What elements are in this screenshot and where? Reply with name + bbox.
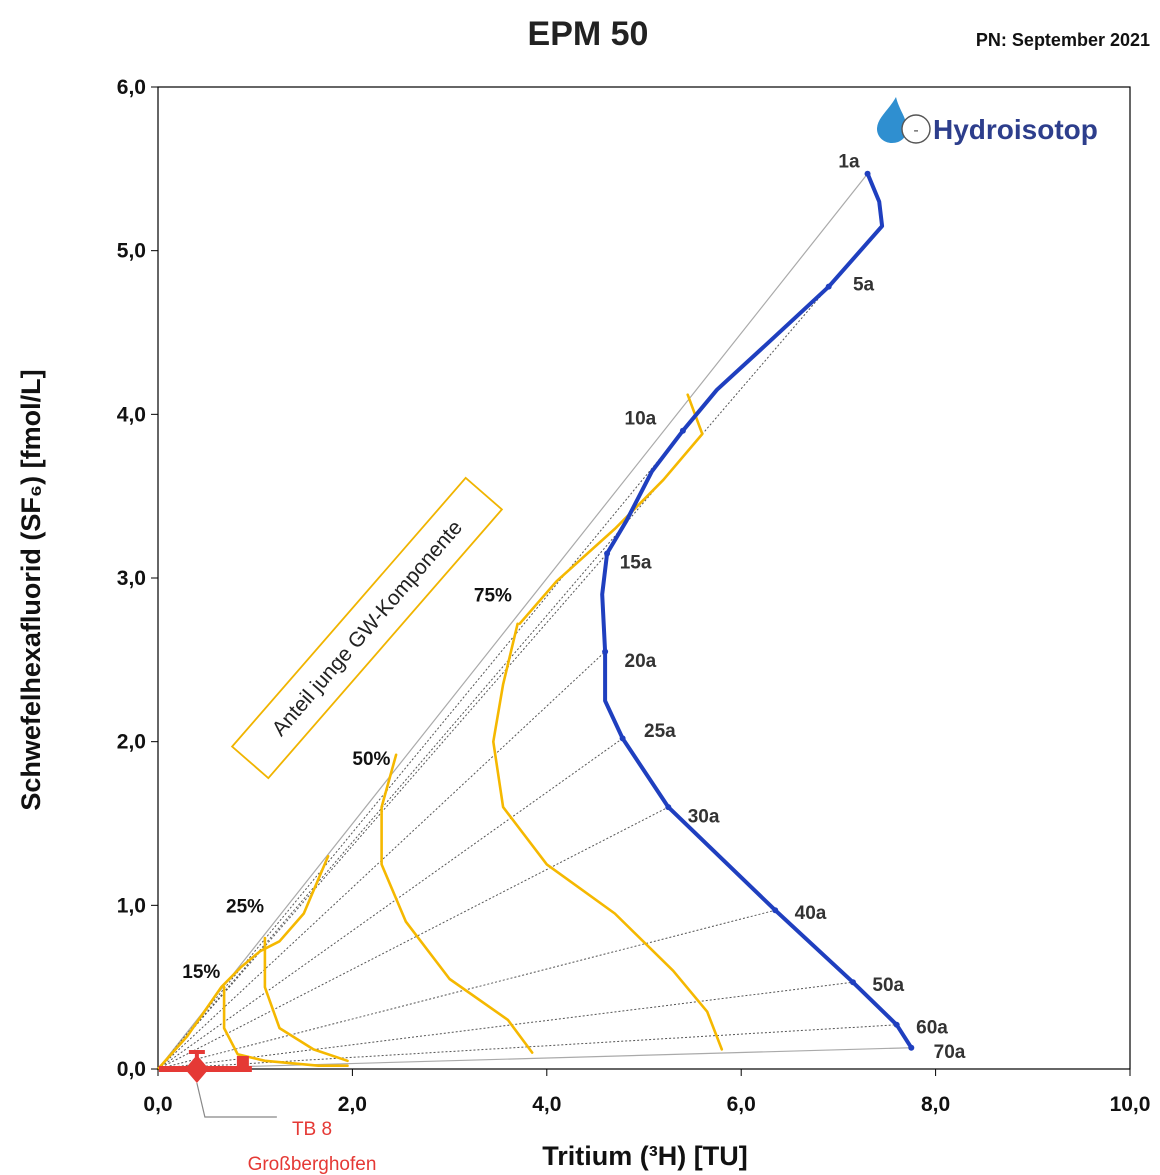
x-axis-title: Tritium (³H) [TU] (542, 1141, 747, 1171)
series-mixing-curve (263, 936, 349, 1063)
annotation-box: Anteil junge GW-Komponente (230, 476, 504, 780)
sample-marker (158, 1050, 277, 1118)
age-label: 30a (688, 806, 720, 827)
plot-area (157, 86, 1131, 1070)
age-label: 5a (853, 274, 875, 295)
chart-labels: 1a 5a 10a 15a 20a 25a 30a 40a 50a 60a 70a 15% 25% 50%… (182, 152, 965, 1063)
sample-label: TB 8 (292, 1119, 332, 1140)
age-point (604, 550, 611, 557)
percent-label: 25% (226, 896, 264, 917)
series-layer (156, 170, 915, 1071)
age-label: 15a (620, 553, 652, 574)
y-tick-label: 4,0 (117, 403, 146, 426)
y-axis-ticks: 0,0 1,0 2,0 3,0 4,0 5,0 6,0 (117, 76, 158, 1081)
age-point (893, 1021, 900, 1028)
y-tick-label: 5,0 (117, 240, 146, 263)
reference-line (157, 806, 669, 1070)
chart-subtitle: PN: September 2021 (976, 30, 1150, 50)
sample-point (184, 1055, 209, 1083)
age-label: 20a (625, 651, 657, 672)
y-tick-label: 3,0 (117, 567, 146, 590)
sample-label-2: Großberghofen (248, 1154, 377, 1175)
reference-line (157, 981, 854, 1070)
y-tick-label: 0,0 (117, 1058, 146, 1081)
age-point (679, 427, 686, 434)
x-tick-label: 6,0 (727, 1093, 756, 1116)
sample-error-cap (236, 1056, 249, 1069)
series-mixing-curve (156, 854, 330, 1071)
age-label: 10a (625, 409, 657, 430)
age-point (772, 907, 779, 914)
age-label: 1a (838, 152, 860, 173)
x-tick-label: 8,0 (921, 1093, 950, 1116)
age-point (908, 1044, 915, 1051)
x-tick-label: 4,0 (532, 1093, 561, 1116)
age-point (665, 804, 672, 811)
y-axis-title: Schwefelhexafluorid (SF₆) [fmol/L] (16, 369, 46, 810)
percent-label: 15% (182, 962, 220, 983)
age-label: 40a (795, 903, 827, 924)
y-tick-label: 1,0 (117, 894, 146, 917)
series-mixing-curve (380, 753, 534, 1054)
series-mixing-curve (518, 393, 704, 626)
chart-title: EPM 50 (528, 15, 649, 53)
series-mixing-curve (222, 985, 349, 1067)
reference-line (157, 1024, 897, 1070)
series-epm-line (600, 171, 914, 1050)
logo-text: Hydroisotop (933, 114, 1098, 145)
annotation-text: Anteil junge GW-Komponente (268, 516, 467, 740)
x-tick-label: 10,0 (1110, 1093, 1151, 1116)
x-axis-ticks: 0,0 2,0 4,0 6,0 8,0 10,0 (143, 1069, 1150, 1116)
percent-label: 75% (474, 585, 512, 606)
age-point (849, 979, 856, 986)
series-mixing-curve (492, 622, 724, 1051)
age-point (864, 170, 871, 177)
y-tick-label: 2,0 (117, 731, 146, 754)
x-tick-label: 2,0 (338, 1093, 367, 1116)
reference-line (157, 173, 869, 1070)
sample-leader-line (196, 1082, 277, 1118)
reference-lines (157, 173, 912, 1070)
x-tick-label: 0,0 (143, 1093, 172, 1116)
percent-label: 50% (352, 749, 390, 770)
reference-line (157, 1047, 912, 1070)
age-label: 50a (872, 975, 904, 996)
age-label: 70a (934, 1042, 966, 1063)
age-label: 25a (644, 721, 676, 742)
hydroisotop-logo: - Hydroisotop (877, 97, 1098, 145)
age-point (825, 283, 832, 290)
svg-text:-: - (913, 122, 918, 139)
age-point (602, 648, 609, 655)
y-tick-label: 6,0 (117, 76, 146, 99)
age-label: 60a (916, 1017, 948, 1038)
reference-line (157, 737, 623, 1070)
age-point (619, 735, 626, 742)
